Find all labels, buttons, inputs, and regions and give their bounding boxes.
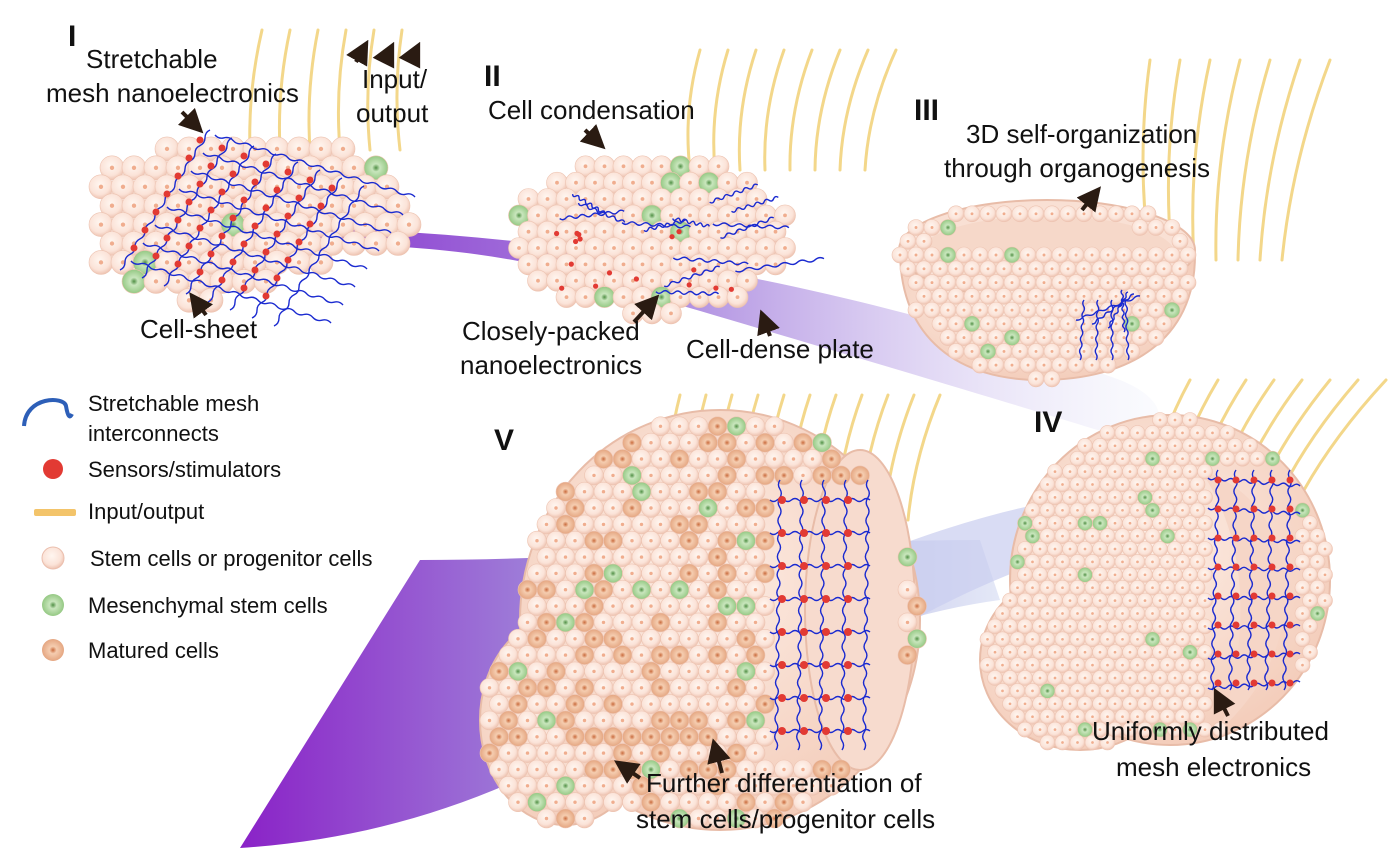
legend-mesenchymal-icon <box>42 594 64 616</box>
legend-matured-label: Matured cells <box>88 638 219 663</box>
stage-4-label: IV <box>1034 406 1063 439</box>
label-input-output-line1: Input/ <box>362 64 428 94</box>
legend-matured-icon <box>42 639 64 661</box>
stage-5-organoid <box>479 409 927 831</box>
legend-interconnects-line1: Stretchable mesh <box>88 391 260 416</box>
legend-io-label: Input/output <box>88 499 205 524</box>
legend-mesenchymal-label: Mesenchymal stem cells <box>88 593 328 618</box>
label-uniform-line2: mesh electronics <box>1116 752 1312 782</box>
stage-2-cell-plate <box>508 155 796 325</box>
mesh-electronics <box>119 129 1301 751</box>
stage-3-label: III <box>914 94 940 127</box>
label-cell-sheet: Cell-sheet <box>140 314 258 344</box>
label-closely-packed-line2: nanoelectronics <box>460 350 643 380</box>
stage-5-label: V <box>494 424 515 457</box>
legend-sensor-icon <box>43 459 63 479</box>
annotation-arrows <box>177 39 1236 784</box>
label-closely-packed-line1: Closely-packed <box>462 316 640 346</box>
legend-stem-label: Stem cells or progenitor cells <box>90 546 373 571</box>
label-self-organization-line1: 3D self-organization <box>966 119 1198 149</box>
label-stretchable-line2: mesh nanoelectronics <box>46 78 299 108</box>
label-self-organization-line2: through organogenesis <box>944 153 1210 183</box>
legend-stem-cell-icon <box>41 546 65 570</box>
stage-1-label: I <box>68 20 77 53</box>
label-cell-dense-plate: Cell-dense plate <box>686 334 874 364</box>
label-further-diff-line2: stem cells/progenitor cells <box>636 804 936 834</box>
label-cell-condensation: Cell condensation <box>488 95 695 125</box>
legend-interconnects-line2: interconnects <box>88 421 219 446</box>
stage-2-label: II <box>484 60 501 93</box>
legend-io-icon <box>34 509 76 516</box>
legend <box>22 398 76 661</box>
legend-sensors-label: Sensors/stimulators <box>88 457 282 482</box>
label-further-diff-line1: Further differentiation of <box>646 768 922 798</box>
label-uniform-line1: Uniformly distributed <box>1092 716 1329 746</box>
label-input-output-line2: output <box>356 98 429 128</box>
label-stretchable-line1: Stretchable <box>86 44 218 74</box>
legend-interconnect-icon <box>22 398 74 427</box>
stage-4-organoid <box>979 412 1333 751</box>
stage-3-bowl <box>891 199 1197 388</box>
